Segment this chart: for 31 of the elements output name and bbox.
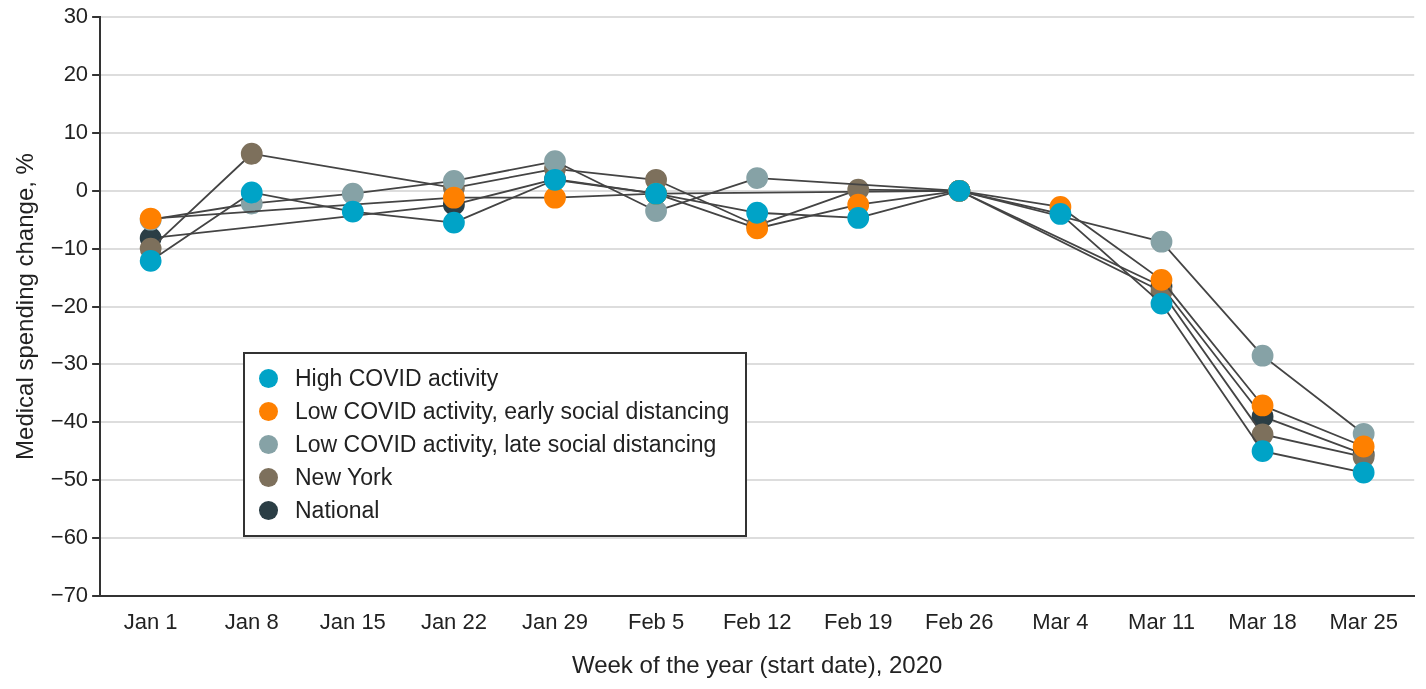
y-tick-label: −60 (50, 524, 89, 549)
x-tick-label: Jan 15 (319, 609, 386, 635)
y-tick-label: −10 (50, 234, 89, 260)
x-tick-label: Mar 18 (1228, 609, 1297, 635)
legend-label: Low COVID activity, late social distancing (295, 431, 717, 458)
x-tick-label: Jan 22 (420, 609, 487, 635)
legend-label: National (295, 497, 380, 524)
x-tick-label: Mar 25 (1329, 609, 1398, 635)
x-tick-label: Jan 1 (123, 609, 178, 635)
y-tick-label: −40 (50, 408, 89, 434)
y-tick-label: −30 (50, 350, 89, 376)
x-tick-label: Feb 5 (627, 609, 685, 635)
y-tick-label: −20 (50, 292, 89, 318)
x-tick-label: Feb 12 (722, 609, 792, 635)
y-tick-label: 30 (63, 3, 89, 29)
y-tick-label: 10 (63, 118, 89, 144)
y-tick-label: −50 (50, 466, 89, 492)
legend-label: High COVID activity (295, 365, 499, 392)
y-tick-label: 20 (63, 61, 89, 87)
x-tick-label: Feb 19 (823, 609, 893, 635)
x-tick-label: Jan 8 (224, 609, 279, 635)
legend-label: New York (295, 464, 393, 491)
y-tick-label: 0 (75, 176, 89, 202)
x-tick-label: Feb 26 (925, 609, 994, 635)
x-tick-label: Jan 29 (521, 609, 589, 635)
x-axis-title: Week of the year (start date), 2020 (571, 651, 943, 679)
legend-label: Low COVID activity, early social distancing (295, 398, 730, 425)
x-tick-label: Mar 11 (1128, 609, 1195, 635)
x-tick-label: Mar 4 (1032, 609, 1089, 635)
y-tick-label: −70 (50, 581, 89, 607)
y-axis-title: Medical spending change, % (11, 153, 39, 460)
